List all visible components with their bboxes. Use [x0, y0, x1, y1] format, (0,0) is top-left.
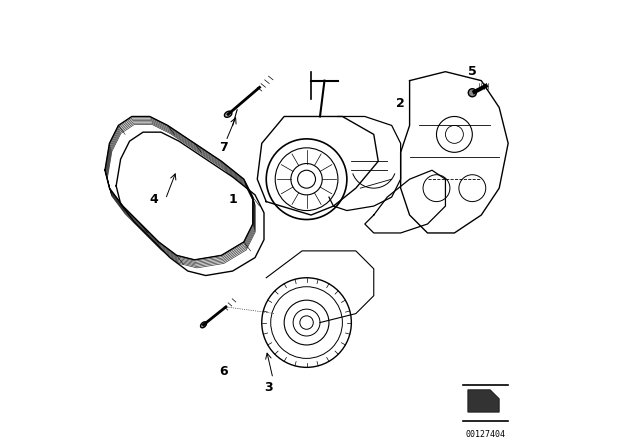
Text: 2: 2 [396, 96, 405, 110]
Ellipse shape [468, 89, 476, 97]
Polygon shape [468, 390, 499, 412]
Text: 7: 7 [220, 141, 228, 155]
Text: 1: 1 [228, 193, 237, 206]
Ellipse shape [200, 322, 207, 328]
Text: 00127404: 00127404 [466, 430, 506, 439]
Text: 6: 6 [220, 365, 228, 379]
Text: 3: 3 [264, 381, 273, 394]
Ellipse shape [225, 111, 232, 117]
Text: 5: 5 [468, 65, 477, 78]
Text: 4: 4 [150, 193, 159, 206]
